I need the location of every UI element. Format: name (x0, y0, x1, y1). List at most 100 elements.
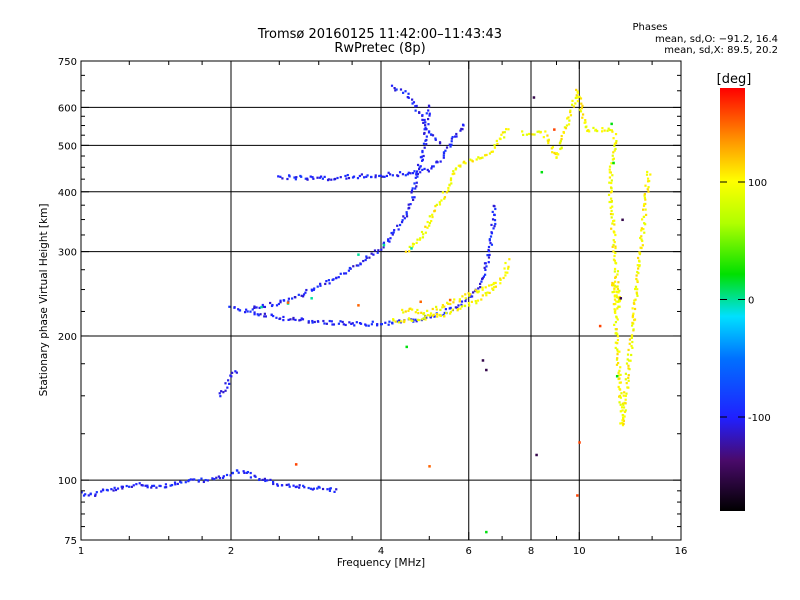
data-point (634, 285, 638, 288)
data-point (415, 181, 418, 184)
data-point (365, 175, 368, 178)
data-point (260, 305, 263, 309)
data-point (504, 261, 507, 265)
data-point (457, 304, 460, 307)
data-point (618, 377, 621, 380)
data-point (428, 112, 431, 115)
data-point (565, 124, 569, 127)
data-point (391, 174, 394, 177)
data-point (448, 143, 451, 146)
data-point (611, 154, 614, 157)
data-point (477, 156, 480, 159)
data-point (266, 479, 269, 482)
data-point (344, 272, 348, 275)
data-point (499, 277, 502, 280)
data-point (321, 487, 325, 491)
data-point (431, 165, 434, 168)
data-point (616, 270, 620, 273)
data-point (407, 203, 410, 206)
data-point (491, 210, 494, 214)
y-tick-label: 100 (58, 476, 77, 487)
data-point (484, 286, 487, 289)
chart-subtitle: RwPretec (8p) (334, 41, 425, 56)
data-point (242, 470, 245, 473)
colorbar-title: [deg] (717, 72, 752, 87)
data-point (130, 485, 133, 488)
data-point (580, 102, 583, 105)
data-point (610, 187, 613, 190)
data-point (80, 491, 83, 494)
data-point (292, 318, 295, 321)
data-point (481, 156, 484, 159)
data-point (346, 173, 349, 177)
data-point (231, 471, 234, 475)
data-point (603, 129, 606, 132)
data-point (397, 321, 401, 324)
data-point (627, 374, 630, 377)
data-point (422, 142, 426, 145)
data-point (279, 301, 282, 304)
data-point (611, 245, 614, 248)
data-point (486, 254, 489, 257)
data-point (287, 297, 290, 300)
data-point (491, 150, 495, 153)
data-point (456, 309, 459, 312)
data-point (579, 110, 583, 113)
data-point (619, 396, 622, 399)
data-point (504, 274, 507, 277)
data-point (642, 215, 646, 219)
data-point (444, 149, 447, 152)
data-point (424, 126, 427, 129)
data-point (644, 223, 647, 226)
data-point (448, 183, 451, 186)
data-point (364, 323, 367, 326)
data-point (501, 131, 505, 134)
data-point (401, 91, 405, 94)
data-point (507, 265, 510, 268)
data-point (460, 305, 463, 308)
data-point (414, 187, 417, 190)
data-point (406, 173, 409, 176)
data-point (559, 139, 562, 143)
data-point (601, 127, 604, 130)
data-point (471, 160, 474, 163)
data-point (483, 273, 487, 276)
data-point (275, 316, 278, 319)
data-point (415, 241, 418, 244)
data-point (355, 321, 358, 324)
data-point (613, 294, 616, 297)
data-point (390, 84, 394, 87)
data-point (617, 371, 620, 374)
data-point (588, 130, 591, 133)
data-point (637, 272, 640, 275)
data-point (421, 158, 424, 161)
data-point (258, 478, 261, 482)
data-point (261, 305, 265, 308)
data-point (89, 493, 92, 496)
data-point (555, 156, 558, 159)
data-point (328, 489, 332, 492)
data-point (395, 88, 398, 91)
data-point (428, 224, 431, 227)
data-point (489, 241, 492, 245)
data-point (412, 101, 416, 104)
data-point (281, 177, 284, 180)
data-point (279, 317, 282, 320)
data-point (408, 245, 411, 248)
data-point (121, 485, 125, 488)
data-point (504, 271, 507, 274)
data-point (318, 486, 321, 489)
data-point (158, 484, 161, 487)
data-point (406, 95, 409, 99)
data-point (648, 179, 651, 183)
data-point (612, 282, 615, 285)
data-point (358, 322, 362, 325)
data-point (388, 173, 392, 176)
data-point (263, 477, 267, 480)
data-point (489, 235, 493, 238)
data-point (615, 328, 618, 331)
data-point (618, 369, 621, 372)
data-point (303, 486, 306, 489)
data-point (94, 493, 97, 496)
data-point (616, 307, 619, 310)
